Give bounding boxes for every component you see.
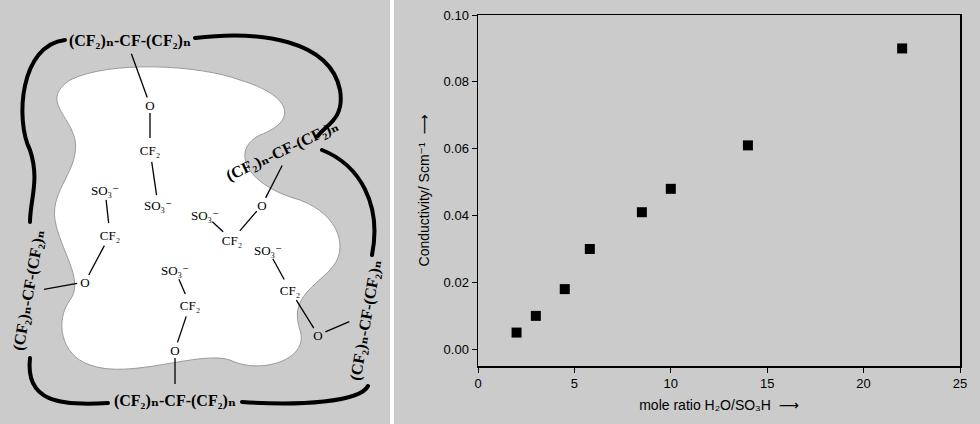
svg-text:0: 0 [474, 376, 481, 391]
svg-text:SO₃⁻: SO₃⁻ [91, 183, 119, 198]
svg-text:0.00: 0.00 [444, 342, 469, 357]
svg-text:SO₃⁻: SO₃⁻ [144, 198, 172, 213]
svg-text:0.10: 0.10 [444, 8, 469, 23]
svg-text:0.08: 0.08 [444, 74, 469, 89]
svg-text:SO₃⁻: SO₃⁻ [161, 263, 189, 278]
svg-text:mole ratio H₂O/SO₃H ⟶: mole ratio H₂O/SO₃H ⟶ [639, 397, 799, 413]
svg-text:(CF₂)ₙ-CF-(CF₂)ₙ: (CF₂)ₙ-CF-(CF₂)ₙ [223, 117, 341, 185]
svg-text:O: O [145, 98, 154, 113]
svg-text:0.04: 0.04 [444, 208, 469, 223]
svg-text:25: 25 [953, 376, 967, 391]
svg-text:20: 20 [856, 376, 870, 391]
svg-text:0.02: 0.02 [444, 275, 469, 290]
svg-text:O: O [170, 343, 179, 358]
svg-text:CF₂: CF₂ [100, 228, 120, 243]
svg-text:15: 15 [760, 376, 774, 391]
svg-text:CF₂: CF₂ [180, 298, 200, 313]
svg-text:Conductivity/ Scm⁻¹ ⟶: Conductivity/ Scm⁻¹ ⟶ [416, 115, 432, 267]
svg-text:(CF₂)ₙ-CF-(CF₂)ₙ: (CF₂)ₙ-CF-(CF₂)ₙ [69, 32, 191, 50]
svg-text:O: O [313, 328, 322, 343]
svg-text:(CF₂)ₙ-CF-(CF₂)ₙ: (CF₂)ₙ-CF-(CF₂)ₙ [114, 392, 236, 410]
svg-text:(CF₂)ₙ-CF-(CF₂)ₙ: (CF₂)ₙ-CF-(CF₂)ₙ [347, 258, 386, 381]
svg-text:CF₂: CF₂ [280, 283, 300, 298]
svg-text:5: 5 [571, 376, 578, 391]
svg-text:SO₃⁻: SO₃⁻ [254, 243, 282, 258]
svg-text:CF₂: CF₂ [140, 143, 160, 158]
svg-text:O: O [257, 198, 266, 213]
svg-text:O: O [80, 275, 89, 290]
svg-text:10: 10 [664, 376, 678, 391]
svg-text:CF₂: CF₂ [222, 233, 242, 248]
svg-text:SO₃⁻: SO₃⁻ [191, 208, 219, 223]
svg-text:(CF₂)ₙ-CF-(CF₂)ₙ: (CF₂)ₙ-CF-(CF₂)ₙ [10, 228, 49, 351]
svg-text:0.06: 0.06 [444, 141, 469, 156]
